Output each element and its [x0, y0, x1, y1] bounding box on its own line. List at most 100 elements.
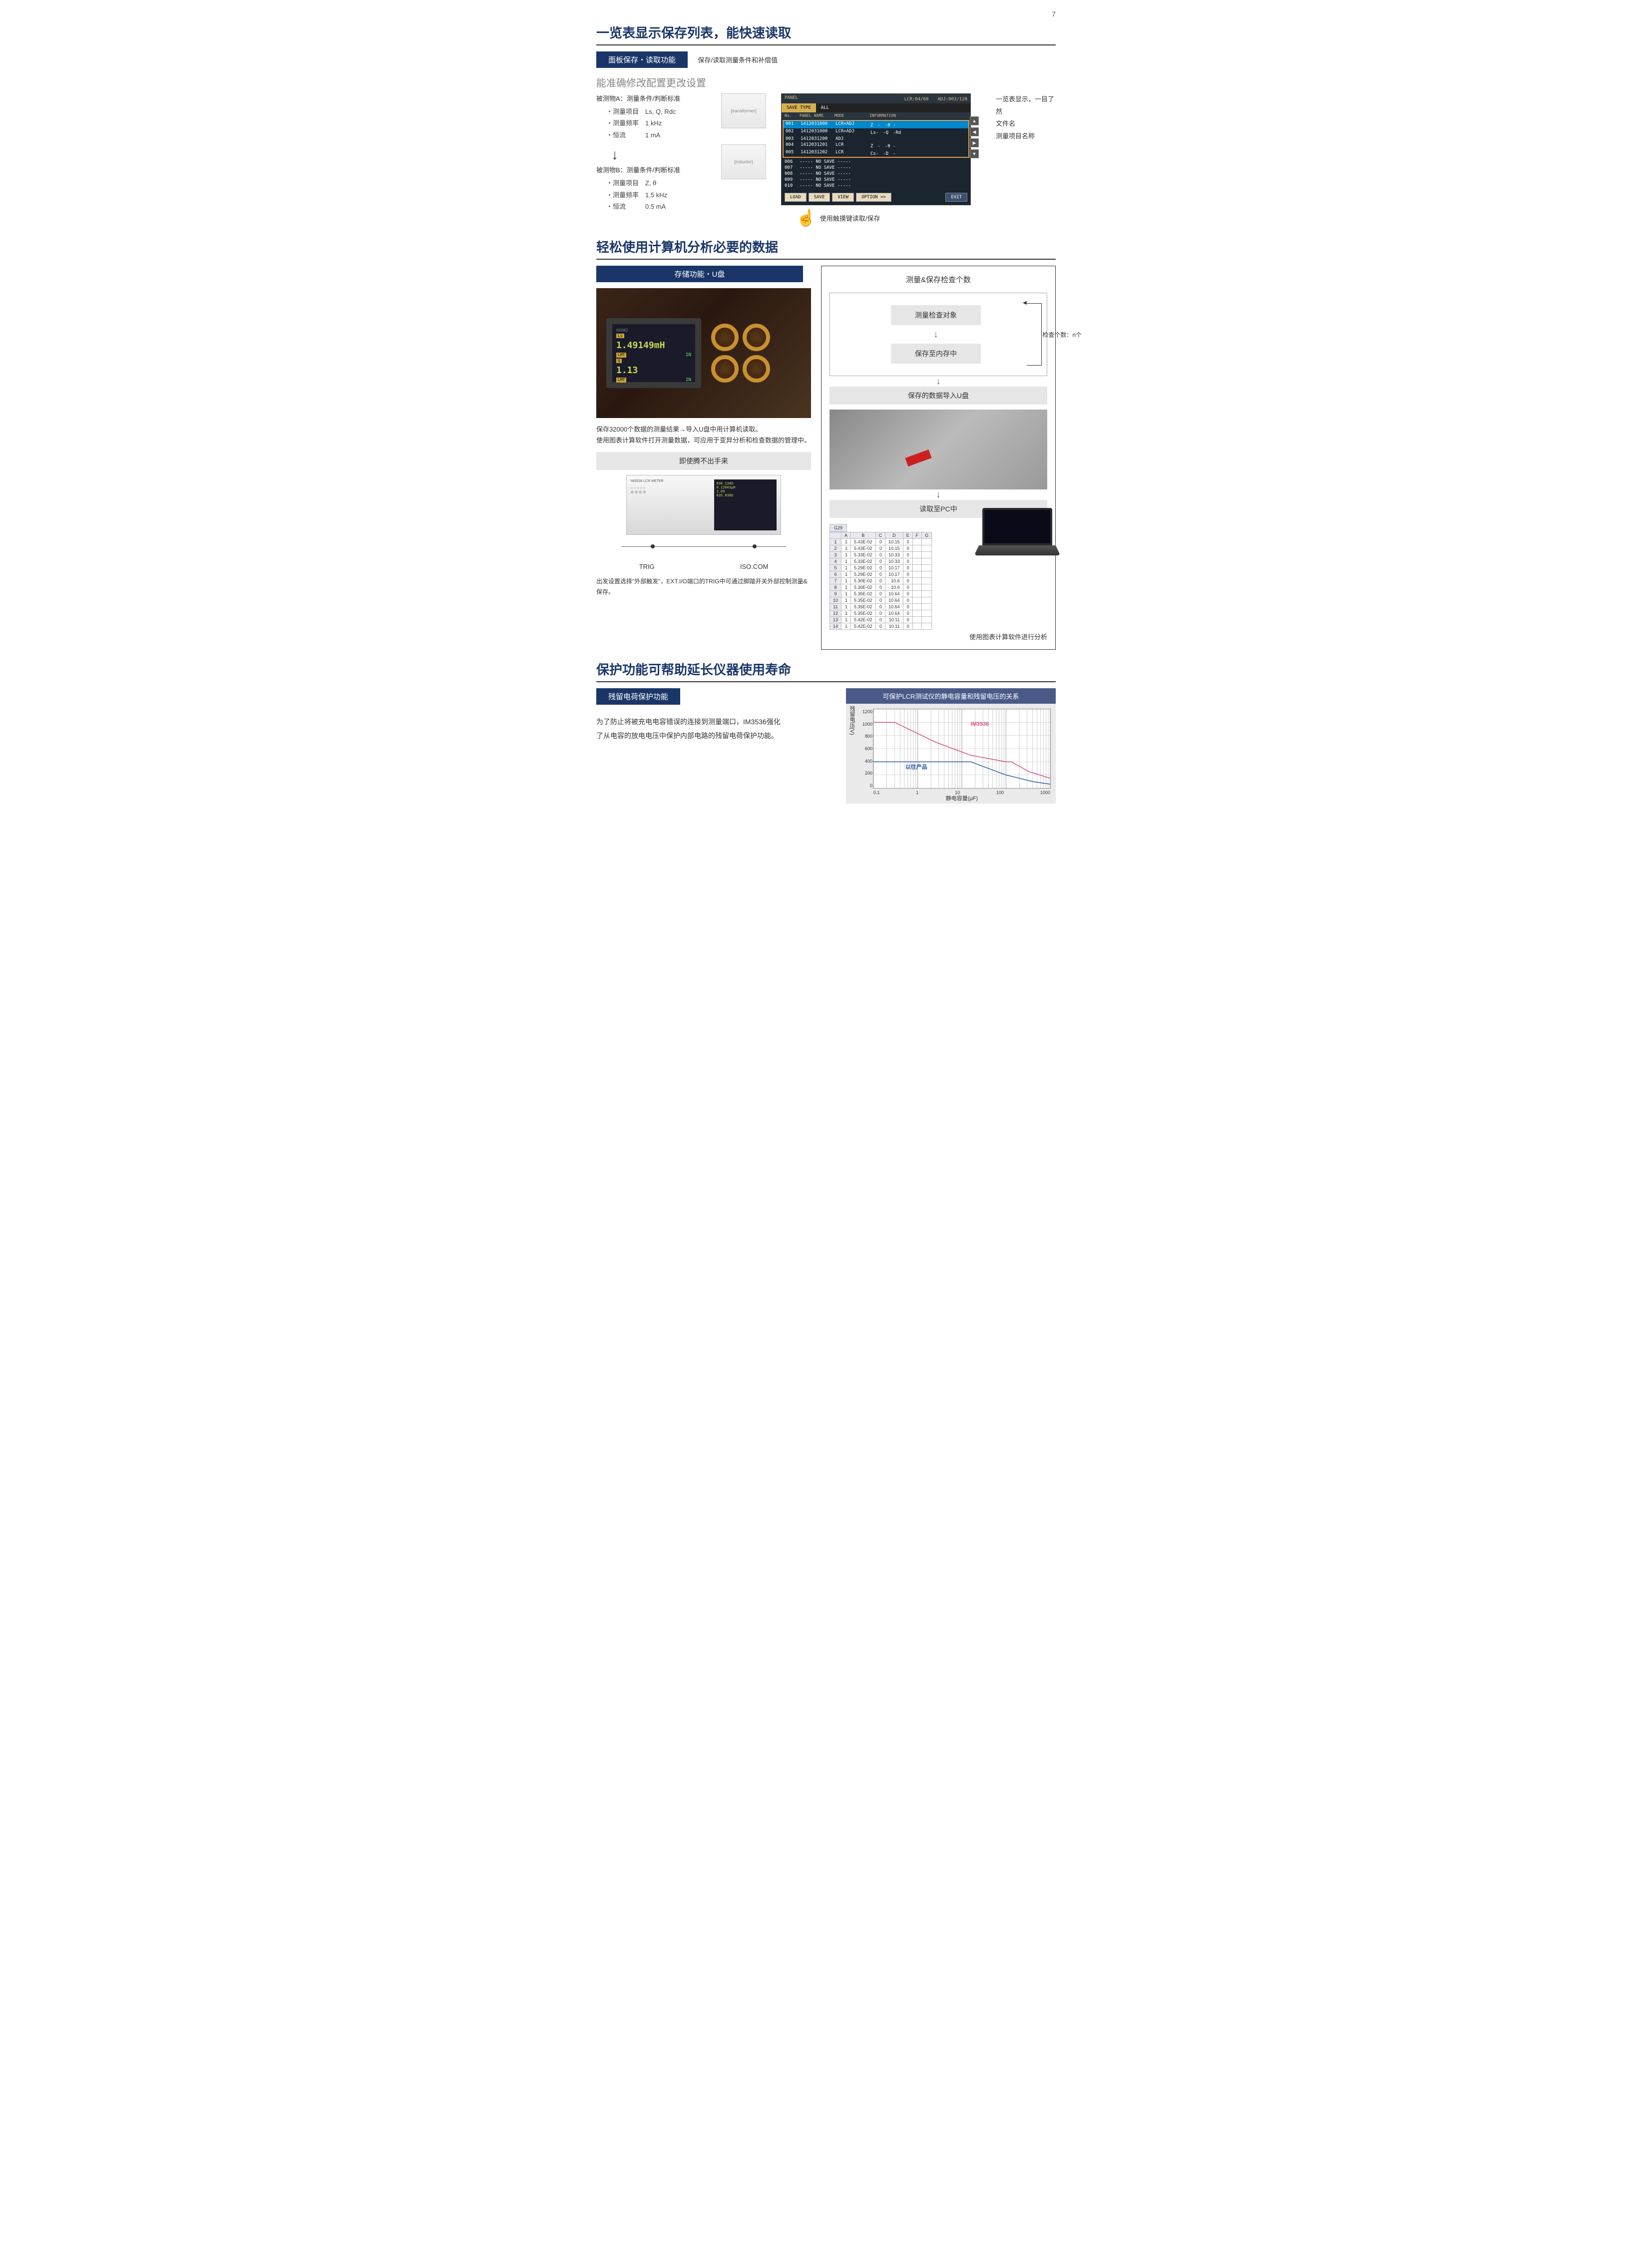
- panel-row[interactable]: 0041412031201LCRZ - -θ -: [784, 142, 968, 149]
- laptop-icon: [982, 508, 1052, 563]
- hands-free-title: 即使腾不出手来: [596, 452, 811, 470]
- table-row: 215.43E-02010.150: [830, 545, 932, 552]
- spreadsheet-table: ABCDEFG115.43E-02010.150215.43E-02010.15…: [829, 532, 932, 630]
- protection-chart: 可保护LCR测试仪的静电容量和残留电压的关系 残留电压(V) 020040060…: [846, 688, 1056, 804]
- table-row: 915.35E-02010.640: [830, 591, 932, 597]
- touch-note: 使用触摸键读取/保存: [820, 213, 880, 223]
- isocom-node-icon: [753, 544, 757, 548]
- scroll-prev-icon[interactable]: ◀: [970, 127, 979, 136]
- panel-row-empty[interactable]: 006----- NO SAVE -----: [783, 159, 969, 165]
- section1-badge-desc: 保存/读取测量条件和补偿值: [698, 55, 778, 64]
- component-photo-b: [inductor]: [721, 144, 766, 179]
- trig-node-icon: [651, 544, 655, 548]
- panel-screenshot: PANEL LCR:04/60 ADJ:003/128 SAVE TYPE AL…: [781, 93, 971, 205]
- hand-pointer-icon: ☝: [796, 208, 816, 227]
- table-row: 115.43E-02010.150: [830, 539, 932, 545]
- flow-step-1: 测量检查对象: [891, 305, 981, 325]
- flow-title: 测量&保存检查个数: [829, 274, 1047, 285]
- panel-row[interactable]: 0051412031202LCRCs- -D -: [784, 149, 968, 157]
- flow-arrow-icon: ↓: [829, 489, 1047, 500]
- scroll-down-icon[interactable]: ▼: [970, 149, 979, 158]
- section2-desc: 保存32000个数据的测量结果→导入U盘中用计算机读取。 使用图表计算软件打开测…: [596, 424, 811, 446]
- flow-arrow-icon: ↓: [829, 376, 1047, 387]
- table-row: 815.30E-02010.60: [830, 584, 932, 591]
- usb-photo: [829, 410, 1047, 489]
- flow-arrow-icon: ↓: [850, 329, 1022, 340]
- meas-item: 测量频率 1.5 kHz: [606, 189, 711, 201]
- table-row: 1315.42E-02010.110: [830, 617, 932, 623]
- panel-button-load[interactable]: LOAD: [785, 193, 807, 202]
- measurement-b: 被测物B：测量条件/判断标准 测量项目 Z, θ测量频率 1.5 kHz恒流 0…: [596, 165, 711, 212]
- trig-label: TRIG: [639, 563, 655, 570]
- coil-icon: [711, 355, 739, 383]
- table-row: 1015.35E-02010.640: [830, 597, 932, 604]
- section1-gray-heading: 能准确修改配置更改设置: [596, 75, 1056, 89]
- panel-row-empty[interactable]: 008----- NO SAVE -----: [783, 171, 969, 177]
- section3-heading: 保护功能可帮助延长仪器使用寿命: [596, 660, 1056, 682]
- meas-item: 测量项目 Z, θ: [606, 177, 711, 189]
- panel-button-exit[interactable]: EXIT: [945, 193, 967, 202]
- panel-row-empty[interactable]: 010----- NO SAVE -----: [783, 183, 969, 189]
- flow-step-3: 保存的数据导入U盘: [829, 387, 1047, 405]
- coil-icon: [711, 324, 739, 351]
- tab-save-type[interactable]: SAVE TYPE: [782, 103, 816, 112]
- panel-row-empty[interactable]: 009----- NO SAVE -----: [783, 177, 969, 183]
- section1-badge: 面板保存・读取功能: [596, 51, 688, 68]
- coil-icon: [743, 355, 770, 383]
- table-row: 1415.42E-02010.110: [830, 623, 932, 630]
- chart-xlabel: 静电容量(µF): [873, 794, 1050, 802]
- table-row: 415.33E-02010.330: [830, 558, 932, 565]
- meas-item: 恒流 0.5 mA: [606, 201, 711, 212]
- flow-step-2: 保存至内存中: [891, 344, 981, 364]
- arrow-down-icon: ↓: [611, 147, 711, 163]
- meas-a-title: 被测物A：测量条件/判断标准: [596, 93, 711, 103]
- section2-badge: 存储功能・U盘: [596, 266, 803, 282]
- panel-button-view[interactable]: VIEW: [832, 193, 854, 202]
- section1-heading: 一览表显示保存列表，能快速读取: [596, 23, 1056, 45]
- section3-badge: 残留电荷保护功能: [596, 688, 680, 705]
- meas-item: 测量项目 Ls, Q, Rdc: [606, 106, 711, 117]
- panel-row[interactable]: 0011412031000LCR+ADJZ - -θ -: [784, 121, 968, 128]
- chart-legend: IM3536: [971, 721, 989, 727]
- table-row: 1115.35E-02010.640: [830, 604, 932, 610]
- chart-title: 可保护LCR测试仪的静电容量和残留电压的关系: [846, 688, 1056, 704]
- flow-diagram: 测量&保存检查个数 测量检查对象 ↓ 保存至内存中 检查个数：n个 ↓ 保存的数…: [821, 266, 1056, 650]
- table-row: 515.29E-02010.170: [830, 565, 932, 571]
- scroll-up-icon[interactable]: ▲: [970, 116, 979, 125]
- meas-item: 测量频率 1 kHz: [606, 117, 711, 129]
- analysis-note: 使用图表计算软件进行分析: [829, 632, 1047, 641]
- isocom-label: ISO.COM: [740, 563, 768, 570]
- panel-row-empty[interactable]: 007----- NO SAVE -----: [783, 165, 969, 171]
- section2-heading: 轻松使用计算机分析必要的数据: [596, 237, 1056, 260]
- table-row: 715.30E-02010.60: [830, 578, 932, 584]
- table-row: 315.33E-02010.330: [830, 552, 932, 558]
- panel-button-save[interactable]: SAVE: [809, 193, 830, 202]
- page-number: 7: [596, 10, 1056, 18]
- measurement-a: 被测物A：测量条件/判断标准 测量项目 Ls, Q, Rdc测量频率 1 kHz…: [596, 93, 711, 141]
- panel-status: LCR:04/60 ADJ:003/128: [904, 95, 967, 102]
- ext-trigger-note: 出发设置选择"外部触发"，EXT.I/O端口的TRIG中可通过脚踏开关外部控制测…: [596, 576, 811, 597]
- panel-label: PANEL: [785, 95, 798, 102]
- instrument-photo: IM3536 LCR METER○ ○ ○ ○ ○◎ ◎ ◎ ◎ 836.134…: [626, 475, 781, 535]
- flow-loop-label: 检查个数：n个: [1042, 330, 1082, 339]
- table-row: 1215.35E-02010.640: [830, 610, 932, 617]
- meas-b-title: 被测物B：测量条件/判断标准: [596, 165, 711, 174]
- panel-button-option[interactable]: OPTION >>: [856, 193, 891, 202]
- panel-callouts: 一览表显示，一目了然 文件名 测量项目名称: [996, 93, 1056, 227]
- chart-ylabel: 残留电压(V): [846, 704, 858, 804]
- panel-headers: No. PANEL NAME MODE INFORMATION: [782, 112, 970, 119]
- lcd-screen: HIOKI Ls 1.49149mH LMTIN Q 1.13 LMTIN: [606, 318, 701, 388]
- coil-icon: [743, 324, 770, 351]
- meas-item: 恒流 1 mA: [606, 129, 711, 141]
- device-photo: HIOKI Ls 1.49149mH LMTIN Q 1.13 LMTIN: [596, 288, 811, 418]
- protect-text: 为了防止将被充电电容错误的连接到测量端口，IM3536强化 了从电容的放电电压中…: [596, 715, 826, 743]
- cell-ref: G29: [829, 524, 847, 532]
- usb-stick-icon: [905, 449, 931, 466]
- component-photo-a: [transformer]: [721, 93, 766, 128]
- table-row: 615.29E-02010.170: [830, 571, 932, 578]
- panel-row[interactable]: 0021412031000LCR+ADJLs- -Q -Rd: [784, 128, 968, 136]
- chart-legend: 以往产品: [905, 763, 927, 771]
- panel-row[interactable]: 0031412031200ADJ: [784, 136, 968, 142]
- tab-all[interactable]: ALL: [816, 103, 834, 112]
- scroll-next-icon[interactable]: ▶: [970, 138, 979, 147]
